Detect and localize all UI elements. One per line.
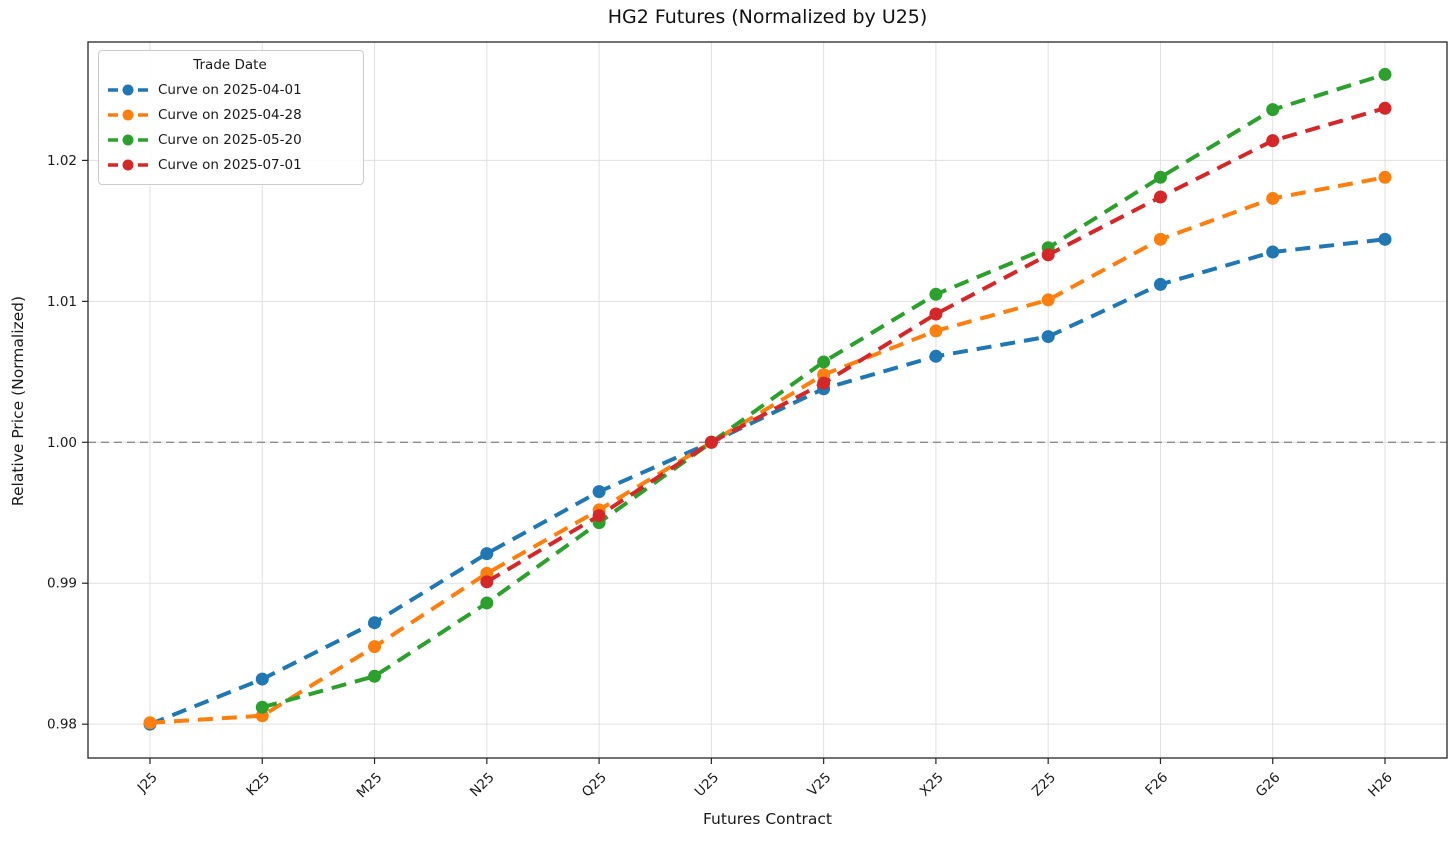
data-point <box>480 596 494 610</box>
data-point <box>480 575 494 589</box>
data-point <box>1153 277 1167 291</box>
data-point <box>143 716 157 730</box>
x-tick-label: Z25 <box>1029 770 1059 800</box>
y-tick-label: 1.00 <box>47 435 77 451</box>
data-point <box>929 324 943 338</box>
x-tick-label: M25 <box>354 770 386 802</box>
legend-line-sample <box>108 134 148 145</box>
data-point <box>255 672 269 686</box>
series-line <box>261 72 1386 710</box>
data-point <box>1153 170 1167 184</box>
x-tick-label: H26 <box>1365 770 1396 801</box>
data-point <box>1266 191 1280 205</box>
data-point <box>592 485 606 499</box>
x-tick-label: U25 <box>692 770 722 800</box>
legend: Trade Date Curve on 2025-04-01 Curve on 2… <box>98 50 364 185</box>
data-point <box>817 376 831 390</box>
data-point <box>592 509 606 523</box>
x-tick-label: N25 <box>467 770 498 801</box>
plot-border <box>87 41 1448 759</box>
series-line <box>149 237 1386 727</box>
legend-item: Curve on 2025-05-20 <box>107 127 353 152</box>
legend-line-sample <box>108 109 148 120</box>
legend-line-sample <box>108 159 148 170</box>
data-point <box>368 616 382 630</box>
legend-item: Curve on 2025-04-28 <box>107 102 353 127</box>
x-tick-label: K25 <box>243 770 273 800</box>
data-point <box>255 700 269 714</box>
legend-title: Trade Date <box>193 57 267 73</box>
x-axis-label: Futures Contract <box>702 810 833 828</box>
data-point <box>368 669 382 683</box>
data-point <box>1041 330 1055 344</box>
data-point <box>1041 248 1055 262</box>
legend-item: Curve on 2025-04-01 <box>107 77 353 102</box>
data-point <box>929 307 943 321</box>
data-point <box>1041 293 1055 307</box>
x-tick-label: F26 <box>1142 770 1171 799</box>
y-tick-label: 0.98 <box>47 717 77 733</box>
data-point <box>1378 232 1392 246</box>
data-point <box>1266 134 1280 148</box>
legend-item-label: Curve on 2025-04-01 <box>158 81 302 98</box>
data-point <box>1266 103 1280 117</box>
x-tick-label: J25 <box>134 770 161 797</box>
data-point <box>1378 67 1392 81</box>
data-point <box>1378 101 1392 115</box>
y-tick-label: 1.01 <box>47 294 77 310</box>
legend-line-sample <box>108 84 148 95</box>
data-point <box>1153 232 1167 246</box>
legend-item-label: Curve on 2025-05-20 <box>158 131 302 148</box>
legend-item: Curve on 2025-07-01 <box>107 152 353 177</box>
legend-item-label: Curve on 2025-04-28 <box>158 106 302 123</box>
data-point <box>1153 190 1167 204</box>
data-point <box>704 435 718 449</box>
y-tick-label: 1.02 <box>47 153 77 169</box>
legend-item-label: Curve on 2025-07-01 <box>158 156 302 173</box>
series-line <box>149 175 1386 725</box>
data-point <box>1378 170 1392 184</box>
x-tick-label: G26 <box>1253 770 1284 801</box>
y-axis-label: Relative Price (Normalized) <box>9 295 27 507</box>
y-tick-label: 0.99 <box>47 576 77 592</box>
data-point <box>929 349 943 363</box>
data-point <box>1266 245 1280 259</box>
x-tick-label: Q25 <box>579 770 610 801</box>
legend-items: Curve on 2025-04-01 Curve on 2025-04-28 Cu… <box>107 77 353 177</box>
x-tick-label: X25 <box>917 770 947 800</box>
data-point <box>480 547 494 561</box>
data-point <box>929 287 943 301</box>
series-line <box>485 106 1386 584</box>
chart-title: HG2 Futures (Normalized by U25) <box>607 6 928 28</box>
data-point <box>817 355 831 369</box>
data-point <box>368 640 382 654</box>
x-tick-label: V25 <box>804 770 834 800</box>
